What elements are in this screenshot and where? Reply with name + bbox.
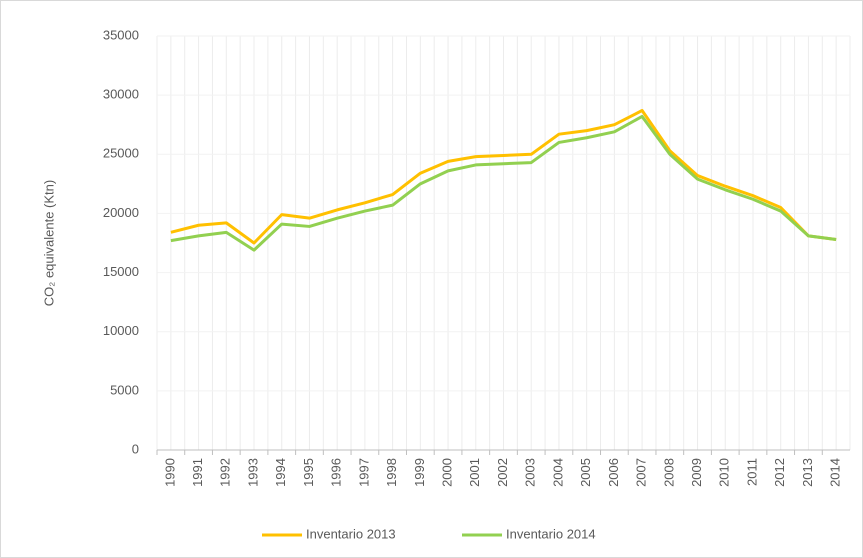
legend-label: Inventario 2013	[306, 526, 396, 541]
y-axis-label: CO₂ equivalente (Ktn)	[41, 180, 56, 306]
x-tick-label: 1994	[273, 458, 288, 487]
x-tick-label: 1991	[190, 458, 205, 487]
y-tick-label: 30000	[103, 87, 139, 102]
legend-label: Inventario 2014	[506, 526, 596, 541]
x-tick-label: 2006	[606, 458, 621, 487]
y-tick-label: 5000	[110, 382, 139, 397]
y-tick-label: 15000	[103, 264, 139, 279]
y-tick-label: 20000	[103, 205, 139, 220]
y-tick-label: 10000	[103, 323, 139, 338]
x-tick-label: 2001	[467, 458, 482, 487]
x-tick-label: 1999	[412, 458, 427, 487]
x-tick-label: 2011	[744, 458, 759, 486]
y-tick-label: 25000	[103, 146, 139, 161]
x-tick-label: 2005	[578, 458, 593, 487]
x-tick-label: 2013	[800, 458, 815, 487]
y-tick-label: 0	[132, 441, 139, 456]
x-tick-label: 2014	[828, 458, 843, 487]
x-tick-label: 2009	[689, 458, 704, 487]
x-tick-label: 2000	[439, 458, 454, 487]
x-tick-label: 2002	[495, 458, 510, 487]
x-tick-label: 1996	[329, 458, 344, 487]
x-tick-label: 1990	[162, 458, 177, 487]
x-tick-label: 1992	[218, 458, 233, 487]
x-tick-label: 2012	[772, 458, 787, 487]
x-tick-label: 2010	[717, 458, 732, 487]
series-line	[170, 109, 837, 245]
x-tick-label: 2004	[550, 458, 565, 487]
x-tick-label: 2003	[523, 458, 538, 487]
x-tick-label: 1998	[384, 458, 399, 487]
x-tick-label: 1997	[356, 458, 371, 487]
x-tick-label: 1995	[301, 458, 316, 487]
x-tick-label: 1993	[245, 458, 260, 487]
x-tick-label: 2008	[661, 458, 676, 487]
y-tick-label: 35000	[103, 27, 139, 42]
series-line	[170, 114, 837, 252]
x-tick-label: 2007	[634, 458, 649, 487]
